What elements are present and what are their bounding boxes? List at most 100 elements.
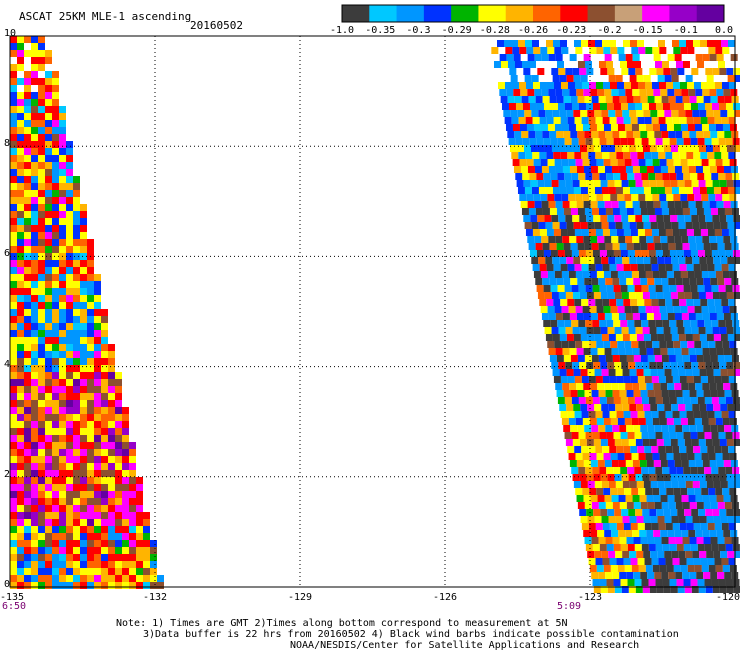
swath-cell xyxy=(150,575,157,582)
swath-cell xyxy=(601,516,609,523)
swath-cell xyxy=(45,456,52,463)
swath-cell xyxy=(714,446,722,453)
swath-cell xyxy=(511,82,519,89)
swath-cell xyxy=(574,40,581,47)
swath-cell xyxy=(653,201,661,208)
swath-cell xyxy=(668,537,676,544)
swath-cell xyxy=(691,68,699,75)
swath-cell xyxy=(513,54,521,61)
swath-cell xyxy=(24,281,31,288)
swath-cell xyxy=(592,579,600,586)
swath-cell xyxy=(707,264,715,271)
swath-cell xyxy=(729,271,737,278)
swath-cell xyxy=(101,533,108,540)
swath-cell xyxy=(59,190,66,197)
swath-cell xyxy=(664,334,672,341)
swath-cell xyxy=(129,484,136,491)
swath-cell xyxy=(87,393,94,400)
swath-cell xyxy=(710,131,718,138)
swath-cell xyxy=(685,257,693,264)
swath-cell xyxy=(721,229,729,236)
swath-cell xyxy=(638,488,646,495)
swath-cell xyxy=(541,201,549,208)
swath-cell xyxy=(625,54,633,61)
swath-cell xyxy=(637,40,644,47)
swath-cell xyxy=(533,194,541,201)
swath-cell xyxy=(17,582,24,589)
swath-cell xyxy=(633,61,641,68)
swath-cell xyxy=(589,341,597,348)
swath-cell xyxy=(653,89,661,96)
swath-cell xyxy=(532,229,540,236)
swath-cell xyxy=(688,460,696,467)
swath-cell xyxy=(603,488,611,495)
swath-cell xyxy=(692,222,700,229)
swath-cell xyxy=(24,547,31,554)
swath-cell xyxy=(713,516,721,523)
colorbar-swatch xyxy=(642,5,670,22)
swath-cell xyxy=(680,565,688,572)
swath-cell xyxy=(706,75,714,82)
swath-cell xyxy=(38,316,45,323)
swath-cell xyxy=(52,414,59,421)
swath-cell xyxy=(582,453,590,460)
swath-cell xyxy=(66,218,73,225)
swath-cell xyxy=(665,376,673,383)
swath-cell xyxy=(611,201,619,208)
swath-cell xyxy=(674,348,682,355)
swath-cell xyxy=(17,204,24,211)
swath-cell xyxy=(610,271,618,278)
swath-cell xyxy=(571,397,579,404)
swath-cell xyxy=(723,495,731,502)
swath-cell xyxy=(683,397,691,404)
swath-cell xyxy=(590,460,598,467)
swath-cell xyxy=(73,512,80,519)
swath-cell xyxy=(31,540,38,547)
swath-cell xyxy=(720,257,728,264)
swath-cell xyxy=(73,316,80,323)
swath-cell xyxy=(515,173,523,180)
swath-cell xyxy=(693,229,701,236)
swath-cell xyxy=(556,243,564,250)
swath-cell xyxy=(696,243,704,250)
swath-cell xyxy=(631,565,639,572)
swath-cell xyxy=(721,82,729,89)
swath-cell xyxy=(590,495,598,502)
swath-cell xyxy=(59,568,66,575)
swath-cell xyxy=(578,320,586,327)
swath-cell xyxy=(556,96,564,103)
swath-cell xyxy=(504,40,511,47)
swath-cell xyxy=(667,236,675,243)
swath-cell xyxy=(679,264,687,271)
swath-cell xyxy=(558,68,566,75)
swath-cell xyxy=(45,582,52,589)
swath-cell xyxy=(73,491,80,498)
swath-cell xyxy=(587,369,595,376)
swath-cell xyxy=(673,565,681,572)
swath-cell xyxy=(718,138,726,145)
swath-cell xyxy=(702,89,710,96)
swath-cell xyxy=(87,351,94,358)
swath-cell xyxy=(597,236,605,243)
swath-cell xyxy=(52,372,59,379)
swath-cell xyxy=(557,285,565,292)
swath-cell xyxy=(683,320,691,327)
swath-cell xyxy=(108,477,115,484)
swath-cell xyxy=(645,47,653,54)
swath-cell xyxy=(628,292,636,299)
swath-cell xyxy=(719,180,727,187)
swath-cell xyxy=(606,432,614,439)
swath-cell xyxy=(658,376,666,383)
swath-cell xyxy=(655,250,663,257)
swath-cell xyxy=(587,257,595,264)
swath-cell xyxy=(658,411,666,418)
swath-cell xyxy=(575,341,583,348)
swath-cell xyxy=(721,40,728,47)
swath-cell xyxy=(10,64,17,71)
swath-cell xyxy=(45,533,52,540)
swath-cell xyxy=(517,110,525,117)
swath-cell xyxy=(665,411,673,418)
swath-cell xyxy=(565,439,573,446)
swath-cell xyxy=(699,481,707,488)
swath-cell xyxy=(684,509,692,516)
